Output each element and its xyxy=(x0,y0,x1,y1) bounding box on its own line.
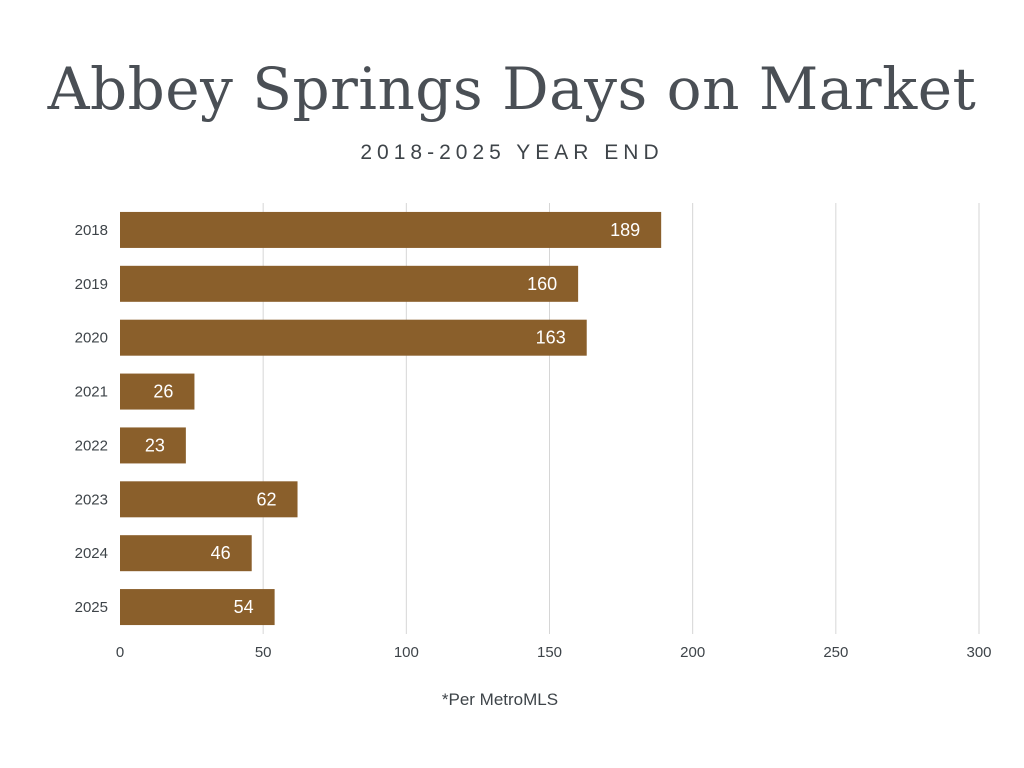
y-axis-labels: 2018 2019 2020 2021 2022 2023 2024 2025 xyxy=(75,222,108,616)
y-category-label: 2025 xyxy=(75,599,108,616)
bar-value-label: 23 xyxy=(145,435,165,455)
y-category-label: 2024 xyxy=(75,545,108,562)
bar-2020 xyxy=(120,319,587,356)
bar-2025 xyxy=(120,589,275,626)
x-tick-label: 50 xyxy=(255,644,272,661)
x-tick-label: 250 xyxy=(823,644,848,661)
y-category-label: 2022 xyxy=(75,437,108,454)
x-tick-label: 300 xyxy=(966,644,991,661)
bar-2022 xyxy=(120,427,186,464)
x-tick-label: 0 xyxy=(116,644,124,661)
x-tick-label: 100 xyxy=(394,644,419,661)
bar-value-label: 62 xyxy=(256,489,276,509)
bar-value-label: 46 xyxy=(211,543,231,563)
chart-subtitle: 2018-2025 YEAR END xyxy=(360,141,664,164)
bar-value-label: 160 xyxy=(527,274,557,294)
bar-2018 xyxy=(120,211,662,248)
y-category-label: 2023 xyxy=(75,491,108,508)
bar-2023 xyxy=(120,481,298,518)
y-category-label: 2021 xyxy=(75,384,108,401)
bars: 189 160 163 26 23 62 46 54 xyxy=(120,211,662,626)
x-axis-labels: 0 50 100 150 200 250 300 xyxy=(116,644,992,661)
bar-value-label: 54 xyxy=(234,597,254,617)
source-footnote: *Per MetroMLS xyxy=(441,690,559,709)
y-category-label: 2018 xyxy=(75,222,108,239)
y-category-label: 2020 xyxy=(75,330,108,347)
y-category-label: 2019 xyxy=(75,276,108,293)
bar-value-label: 26 xyxy=(153,382,173,402)
x-tick-label: 150 xyxy=(537,644,562,661)
bar-value-label: 189 xyxy=(610,220,640,240)
bar-2024 xyxy=(120,535,252,572)
chart-title: Abbey Springs Days on Market xyxy=(47,55,977,123)
x-tick-label: 200 xyxy=(680,644,705,661)
bar-2019 xyxy=(120,265,579,302)
bar-2021 xyxy=(120,373,195,410)
grid-lines xyxy=(262,203,980,634)
bar-value-label: 163 xyxy=(536,328,566,348)
